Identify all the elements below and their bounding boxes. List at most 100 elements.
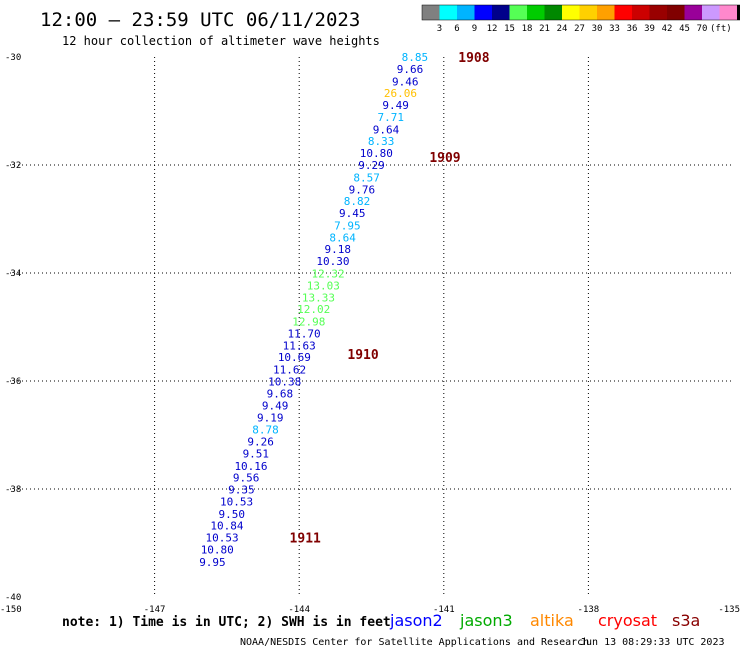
- legend-swatch: [614, 5, 632, 20]
- swh-value-label: 9.68: [267, 387, 294, 400]
- satellite-legend: jason2 jason3 altika cryosat s3a: [389, 611, 700, 630]
- legend-swatch: [457, 5, 475, 20]
- swh-value-label: 9.46: [392, 75, 419, 88]
- x-tick-label: -138: [578, 605, 600, 615]
- legend-swatch: [544, 5, 562, 20]
- swh-value-label: 10.69: [278, 351, 311, 364]
- legend-label: 70: [697, 24, 708, 34]
- legend-label: 39: [644, 24, 655, 34]
- footer-note: note: 1) Time is in UTC; 2) SWH is in fe…: [62, 615, 391, 630]
- legend-label: 9: [472, 24, 477, 34]
- y-tick-label: -30: [5, 53, 21, 63]
- legend-swatch: [667, 5, 685, 20]
- swh-value-label: 7.71: [378, 111, 405, 124]
- data-points: 8.859.669.4626.069.497.719.648.3310.809.…: [199, 51, 428, 569]
- swh-value-label: 9.50: [218, 508, 245, 521]
- footer-timestamp: Jun 13 08:29:33 UTC 2023: [580, 637, 725, 648]
- swh-value-label: 9.18: [325, 243, 352, 256]
- swh-value-label: 10.38: [268, 376, 301, 389]
- time-labels: 1908 1909 1910 1911: [290, 51, 490, 547]
- y-tick-label: -34: [5, 269, 21, 279]
- legend-swatch: [509, 5, 527, 20]
- satellite-name: jason3: [459, 611, 513, 630]
- x-tick-label: -135: [718, 605, 740, 615]
- swh-value-label: 26.06: [384, 87, 417, 100]
- legend-label: 18: [522, 24, 533, 34]
- legend-swatch: [702, 5, 720, 20]
- legend-label: 36: [627, 24, 638, 34]
- swh-value-label: 8.33: [368, 135, 395, 148]
- legend-frame: [421, 4, 740, 21]
- swh-value-label: 12.98: [292, 316, 325, 329]
- legend-label: 45: [679, 24, 690, 34]
- satellite-name: cryosat: [598, 611, 657, 630]
- swh-value-label: 9.49: [382, 99, 409, 112]
- legend-swatch: [439, 5, 457, 20]
- y-tick-label: -36: [5, 377, 21, 387]
- legend-label: 27: [574, 24, 585, 34]
- legend-swatch: [597, 5, 615, 20]
- swh-value-label: 10.16: [234, 460, 267, 473]
- legend-label: 15: [504, 24, 515, 34]
- swh-value-label: 8.82: [344, 195, 371, 208]
- legend-swatch: [562, 5, 580, 20]
- swh-value-label: 10.53: [206, 532, 239, 545]
- footer-credit: NOAA/NESDIS Center for Satellite Applica…: [240, 637, 589, 648]
- x-tick-label: -144: [288, 605, 310, 615]
- swh-value-label: 13.03: [307, 279, 340, 292]
- time-label: 1911: [290, 532, 321, 547]
- swh-value-label: 9.45: [339, 207, 366, 220]
- legend-swatch: [422, 5, 440, 20]
- x-tick-label: -141: [433, 605, 455, 615]
- legend-label: 6: [454, 24, 459, 34]
- legend-label: 12: [487, 24, 498, 34]
- swh-value-label: 9.66: [397, 63, 424, 76]
- satellite-name: s3a: [672, 611, 700, 630]
- legend-swatch: [632, 5, 650, 20]
- legend-label: 21: [539, 24, 550, 34]
- swh-value-label: 10.80: [360, 147, 393, 160]
- legend-swatch: [527, 5, 545, 20]
- swh-value-label: 7.95: [334, 219, 361, 232]
- y-tick-label: -32: [5, 161, 21, 171]
- legend-swatch: [579, 5, 597, 20]
- swh-value-label: 10.30: [316, 255, 349, 268]
- swh-value-label: 9.49: [262, 399, 289, 412]
- swh-value-label: 9.19: [257, 412, 284, 425]
- legend-swatch: [492, 5, 510, 20]
- chart-subtitle: 12 hour collection of altimeter wave hei…: [62, 34, 380, 48]
- legend-label: 33: [609, 24, 620, 34]
- y-tick-label: -38: [5, 485, 21, 495]
- swh-value-label: 8.64: [329, 231, 356, 244]
- swh-value-label: 11.62: [273, 364, 306, 377]
- legend-label: 3: [437, 24, 442, 34]
- swh-value-label: 11.63: [283, 339, 316, 352]
- legend-label: 24: [557, 24, 568, 34]
- swh-value-label: 10.84: [210, 520, 243, 533]
- legend-unit: (ft): [710, 24, 732, 34]
- swh-value-label: 9.76: [349, 183, 376, 196]
- swh-value-label: 12.32: [312, 268, 345, 281]
- legend-label: 42: [662, 24, 673, 34]
- legend-swatch: [684, 5, 702, 20]
- satellite-name: altika: [530, 611, 574, 630]
- swh-value-label: 9.95: [199, 556, 226, 569]
- swh-value-label: 10.80: [201, 543, 234, 556]
- swh-value-label: 9.64: [373, 123, 400, 136]
- swh-value-label: 9.29: [358, 159, 385, 172]
- time-label: 1909: [429, 151, 460, 166]
- x-tick-label: -150: [0, 605, 22, 615]
- swh-value-label: 9.35: [228, 484, 255, 497]
- swh-value-label: 10.53: [220, 495, 253, 508]
- swh-value-label: 11.70: [287, 327, 320, 340]
- swh-value-label: 12.02: [297, 303, 330, 316]
- y-tick-label: -40: [5, 593, 21, 603]
- chart-title: 12:00 – 23:59 UTC 06/11/2023: [40, 9, 360, 31]
- legend-swatch: [474, 5, 492, 20]
- grid-lines: [10, 57, 733, 597]
- axes: -30 -32 -34 -36 -38 -40 -150 -147 -144 -141 -138 -1…: [0, 53, 740, 615]
- legend-swatch: [737, 5, 740, 20]
- color-legend: 3 6 9 12 15 18 21 24 27 30 33 36 39 42 45 70 (ft): [421, 4, 740, 34]
- time-label: 1910: [347, 348, 378, 363]
